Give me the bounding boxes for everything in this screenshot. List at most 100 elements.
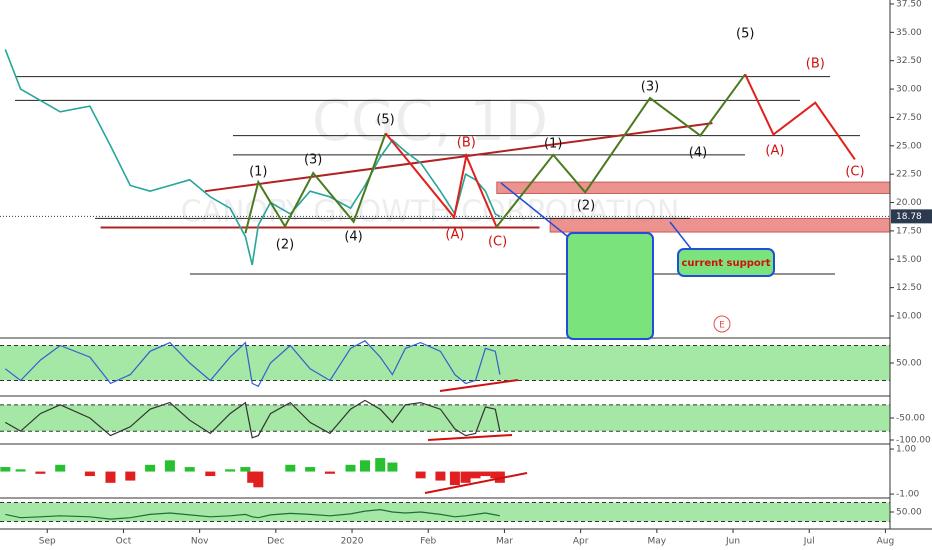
hist-bar xyxy=(253,471,264,488)
series-line xyxy=(5,399,501,439)
current-price-box xyxy=(891,209,932,224)
wave-path xyxy=(744,73,856,160)
y-tick-label: 22.50 xyxy=(896,170,922,180)
x-tick-label: 2020 xyxy=(341,537,364,547)
wave-label: (A) xyxy=(765,144,784,159)
hist-bar xyxy=(0,467,11,472)
note-pointer xyxy=(669,221,693,251)
x-tick-label: Mar xyxy=(496,537,513,547)
wave-label: (C) xyxy=(488,235,507,250)
hist-bar xyxy=(305,467,316,472)
hist-bar xyxy=(480,471,491,477)
support-note: current support xyxy=(681,258,770,269)
hist-bar xyxy=(435,471,446,481)
trendline xyxy=(204,122,713,193)
note-pointer xyxy=(500,182,573,241)
wave-label: (A) xyxy=(445,227,464,242)
wave-path xyxy=(244,132,387,234)
hist-bar xyxy=(324,471,335,474)
x-tick-label: Sep xyxy=(39,537,56,547)
wave-label: (2) xyxy=(577,199,595,214)
y-tick-label: 10.00 xyxy=(896,311,922,321)
y-tick-label: 17.50 xyxy=(896,226,922,236)
y-tick-label: 35.00 xyxy=(896,28,922,38)
y-tick-label: 15.00 xyxy=(896,255,922,265)
hist-bar xyxy=(35,471,46,474)
x-tick-label: Feb xyxy=(420,537,436,547)
wave-label: (5) xyxy=(736,26,754,41)
hist-bar xyxy=(84,471,95,477)
hist-bar xyxy=(205,471,216,477)
hist-bar xyxy=(240,467,251,472)
hist-bar xyxy=(105,471,116,483)
divergence-line xyxy=(424,472,528,494)
wave-label: (5) xyxy=(376,112,394,127)
band xyxy=(0,502,890,522)
hist-bar xyxy=(494,471,505,483)
marker: E xyxy=(719,321,725,331)
wave-label: (B) xyxy=(806,56,825,71)
y-tick-label: -1.00 xyxy=(896,490,920,500)
x-tick-label: Nov xyxy=(191,537,209,547)
y-tick-label: -50.00 xyxy=(896,414,925,424)
x-tick-label: Jul xyxy=(803,537,815,547)
wave-label: (C) xyxy=(845,165,864,180)
y-tick-label: -100.00 xyxy=(896,436,931,446)
hist-bar xyxy=(145,464,156,472)
hist-bar xyxy=(387,462,398,472)
hist-bar xyxy=(225,469,236,472)
hist-bar xyxy=(470,471,481,479)
x-tick-label: Dec xyxy=(267,537,284,547)
wave-label: (2) xyxy=(276,237,294,252)
gap-note-box xyxy=(566,232,654,340)
x-tick-label: May xyxy=(648,537,667,547)
x-tick-label: Apr xyxy=(573,537,589,547)
series-line xyxy=(4,340,501,388)
hist-bar xyxy=(375,458,386,472)
band xyxy=(0,345,890,381)
y-tick-label: 50.00 xyxy=(896,508,922,518)
y-tick-label: 30.00 xyxy=(896,85,922,95)
hist-bar xyxy=(285,464,296,472)
wave-label: (4) xyxy=(689,145,707,160)
gap-zone xyxy=(549,217,891,233)
y-tick-label: 37.50 xyxy=(896,0,922,9)
band xyxy=(0,404,890,432)
hist-bar xyxy=(247,471,258,483)
y-tick-label: 25.00 xyxy=(896,141,922,151)
hist-bar xyxy=(345,464,356,472)
watermark-title: CGC, 1D xyxy=(312,89,548,154)
support-note-box xyxy=(677,248,775,277)
hist-bar xyxy=(125,471,136,481)
y-tick-label: 1.00 xyxy=(896,445,916,455)
y-tick-label: 12.50 xyxy=(896,283,922,293)
wave-label: (1) xyxy=(544,136,562,151)
hist-bar xyxy=(184,467,195,472)
y-tick-label: 20.00 xyxy=(896,198,922,208)
series-line xyxy=(4,49,501,266)
y-tick-label: 27.50 xyxy=(896,113,922,123)
hist-bar xyxy=(460,471,471,483)
wave-path xyxy=(495,73,747,229)
x-tick-label: Jun xyxy=(725,537,740,547)
wave-label: (1) xyxy=(249,165,267,180)
wave-label: (3) xyxy=(304,152,322,167)
wave-label: (4) xyxy=(344,230,362,245)
wave-label: (3) xyxy=(641,80,659,95)
hist-bar xyxy=(15,469,26,472)
divergence-line xyxy=(439,379,519,392)
wave-label: (B) xyxy=(457,135,476,150)
hist-bar xyxy=(449,471,460,486)
series-line xyxy=(5,508,501,520)
hist-bar xyxy=(164,460,175,472)
current-price-label: 18.78 xyxy=(896,212,922,222)
x-tick-label: Aug xyxy=(877,537,895,547)
hist-bar xyxy=(359,460,370,472)
wave-path xyxy=(384,132,498,228)
hist-bar xyxy=(55,464,66,472)
marker-circle xyxy=(713,315,731,333)
hist-bar xyxy=(415,471,426,479)
gap-zone xyxy=(496,181,891,194)
